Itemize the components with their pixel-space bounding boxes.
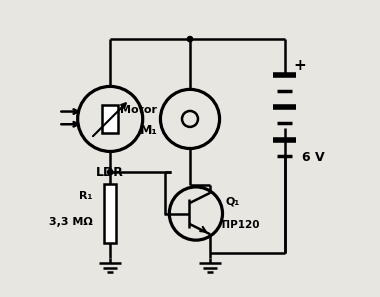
Text: TIP120: TIP120 [220,220,260,230]
Text: 3,3 MΩ: 3,3 MΩ [49,217,92,228]
Text: LDR: LDR [96,166,124,179]
Text: R₁: R₁ [79,191,92,201]
Text: Motor: Motor [120,105,157,115]
Text: Q₁: Q₁ [225,197,240,207]
Circle shape [108,170,113,175]
Bar [102,105,118,133]
Bar [104,184,116,243]
Text: M₁: M₁ [139,124,157,137]
Text: +: + [293,58,306,73]
Text: 6 V: 6 V [302,151,325,164]
Circle shape [187,37,193,42]
